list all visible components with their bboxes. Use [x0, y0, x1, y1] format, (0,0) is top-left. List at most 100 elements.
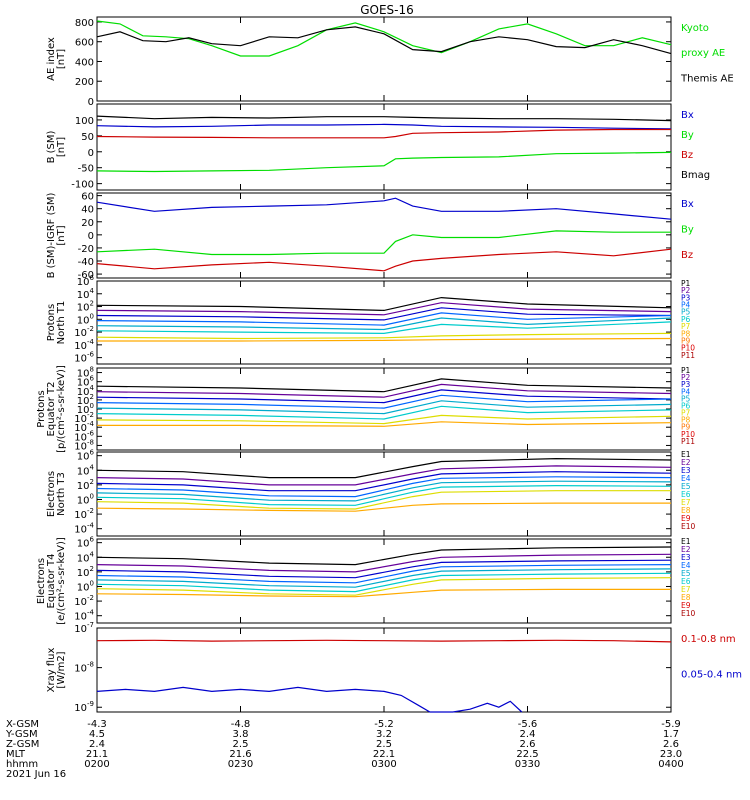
legend-label: P9: [681, 423, 691, 432]
y-axis-label: B (SM)-IGRF (SM): [46, 193, 57, 279]
panel-ae: 0 200 400 600 800 AE index [nT] Kyoto proxy AE Th…: [46, 16, 734, 108]
y-tick-label: -20: [78, 244, 94, 255]
legend-label: P4: [681, 387, 691, 396]
legend-label: P2: [681, 286, 691, 295]
legend-label: E10: [681, 609, 696, 618]
legend-label: P3: [681, 380, 691, 389]
legend-label: E2: [681, 458, 691, 467]
y-axis-label: [nT]: [56, 49, 67, 69]
y-tick-label: 100: [77, 492, 94, 506]
y-tick-label: 10-9: [74, 700, 94, 714]
legend-label: 0.1-0.8 nm: [681, 634, 736, 645]
legend-label: P1: [681, 366, 691, 375]
y-tick-label: 100: [77, 312, 94, 326]
panel-bigrf: -60 -40 -20 0 20 40 60 B (SM)-IGRF (SM) [nT] Bx By…: [46, 192, 694, 281]
y-tick-label: 10-8: [74, 438, 94, 452]
legend-label: P6: [681, 315, 691, 324]
footer-value: 0400: [658, 759, 683, 770]
legend-label: Bx: [681, 110, 694, 121]
y-axis-label: Protons: [36, 390, 47, 427]
y-tick-label: 102: [77, 300, 94, 314]
y-tick-label: -50: [78, 164, 94, 175]
series-line-p2: [96, 302, 672, 316]
y-tick-label: 40: [81, 205, 94, 216]
legend-label: E5: [681, 569, 691, 578]
footer-value: 23.0: [660, 749, 682, 760]
y-tick-label: 108: [77, 366, 94, 380]
y-tick-label: 20: [81, 218, 94, 229]
legend-label: P5: [681, 394, 691, 403]
legend-label: E1: [681, 450, 691, 459]
series-line-p4: [96, 312, 672, 326]
footer-row-label: Z-GSM: [6, 739, 39, 750]
series-line-p7: [96, 414, 672, 425]
y-axis-label: [p/(cm²-s-sr-keV)]: [56, 365, 67, 453]
y-tick-label: 0: [88, 97, 94, 108]
series-line-e5: [96, 568, 672, 588]
y-tick-label: 200: [75, 77, 94, 88]
series-line-e6: [96, 484, 672, 506]
series-line-e4: [96, 476, 672, 498]
plot-frame: [96, 280, 672, 365]
legend-label: P9: [681, 337, 691, 346]
footer-value: 2.6: [663, 739, 679, 750]
footer-value: 1.7: [663, 729, 679, 740]
legend-label: P11: [681, 351, 695, 360]
y-tick-label: 800: [75, 18, 94, 29]
footer-value: -5.2: [374, 719, 394, 730]
y-tick-label: 104: [77, 463, 95, 477]
x-axis-footer: X-GSM -4.3 -4.8 -5.2 -5.6 -5.9Y-GSM 4.5 3.8 3.2 2…: [5, 719, 684, 780]
footer-row-label: Y-GSM: [5, 729, 38, 740]
y-tick-label: 50: [81, 132, 94, 143]
series-line-e2: [96, 553, 672, 573]
legend-label: Kyoto: [681, 23, 709, 34]
legend-label: E3: [681, 553, 691, 562]
series-line-0-05-0-4-nm: [96, 686, 523, 713]
legend-label: P7: [681, 409, 691, 418]
y-tick-label: 10-8: [74, 661, 94, 675]
footer-value: 0200: [84, 759, 109, 770]
y-tick-label: 102: [77, 393, 94, 407]
series-line-p1: [96, 378, 672, 393]
legend-label: E3: [681, 466, 691, 475]
y-axis-label: Electrons: [36, 558, 47, 604]
footer-row-label: X-GSM: [6, 719, 39, 730]
y-axis-label: Equator T4: [46, 554, 57, 609]
footer-value: 2.5: [376, 739, 392, 750]
y-tick-label: 104: [77, 384, 95, 398]
footer-value: 0230: [228, 759, 253, 770]
legend-label: E6: [681, 490, 691, 499]
y-tick-label: 106: [77, 536, 95, 550]
series-line-p6: [96, 405, 672, 420]
y-axis-label: Electrons: [46, 471, 57, 517]
series-line-p2: [96, 383, 672, 398]
y-axis-label: AE index: [46, 37, 57, 81]
series-line-e8: [96, 502, 671, 512]
legend-label: Bz: [681, 150, 693, 161]
footer-value: 22.1: [373, 749, 395, 760]
y-tick-label: -60: [78, 270, 94, 281]
series-line-bz: [96, 128, 671, 139]
legend-label: Bx: [681, 199, 694, 210]
panel-xray: 10-9 10-8 10-7 Xray flux [W/m2] 0.1-0.8 nm 0.0…: [46, 621, 742, 714]
legend-label: By: [681, 225, 694, 236]
y-tick-label: 10-4: [74, 420, 94, 434]
y-tick-label: 10-6: [74, 351, 94, 365]
y-axis-label: [e/(cm²-s-sr-keV)]: [56, 537, 67, 625]
y-axis-label: B (SM): [46, 130, 57, 163]
footer-value: -4.8: [231, 719, 251, 730]
series-line-bz: [96, 248, 672, 272]
series-line-p3: [96, 389, 672, 404]
legend-label: Bz: [681, 250, 693, 261]
legend-label: E8: [681, 506, 691, 515]
footer-value: 22.5: [516, 749, 538, 760]
footer-value: 2.4: [89, 739, 105, 750]
footer-value: 21.6: [229, 749, 251, 760]
legend-label: E7: [681, 585, 691, 594]
series-line-e4: [96, 563, 672, 584]
y-axis-label: North T3: [56, 472, 67, 516]
